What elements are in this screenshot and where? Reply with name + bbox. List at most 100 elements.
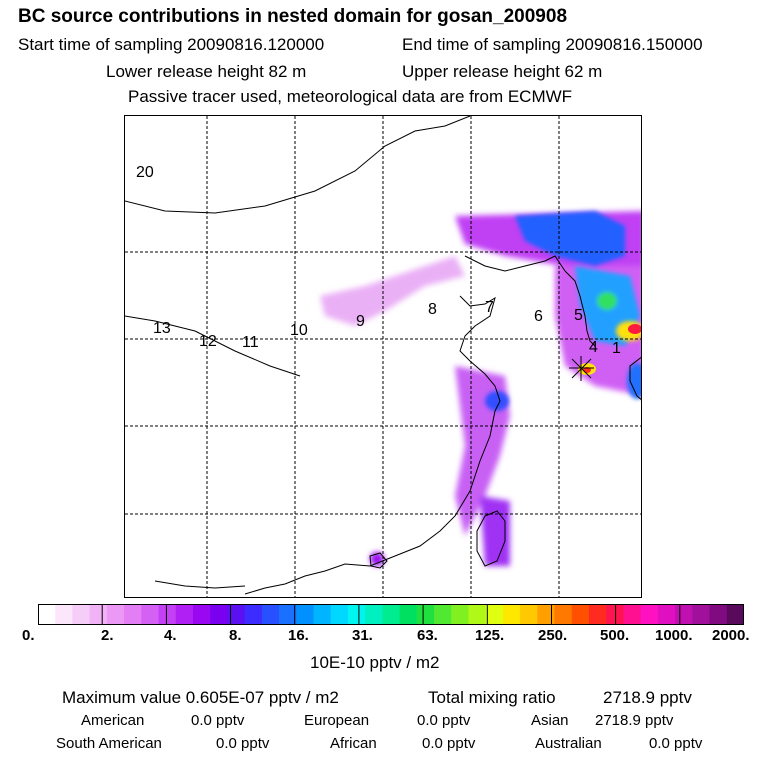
- colorbar-cell: [124, 604, 142, 625]
- colorbar-cell: [313, 604, 332, 625]
- map-panel: 20 13 12 11 10 9 8 7 6 5 4 1: [124, 115, 642, 598]
- australian-value: 0.0 pptv: [649, 735, 703, 752]
- colorbar-cell: [261, 604, 280, 625]
- colorbar-cell: [468, 604, 487, 625]
- colorbar-cell: [434, 604, 452, 625]
- colorbar-cell: [589, 604, 607, 625]
- coast-japan: [629, 356, 641, 400]
- coast-korea: [564, 270, 596, 347]
- upper-release-height: Upper release height 62 m: [402, 62, 603, 81]
- australian-label: Australian: [535, 735, 602, 752]
- asian-label: Asian: [531, 712, 569, 729]
- end-time-label: End time of sampling 20090816.150000: [402, 35, 703, 54]
- colorbar-cell: [192, 604, 211, 625]
- colorbar-cell: [55, 604, 74, 625]
- south-american-label: South American: [56, 735, 162, 752]
- colorbar-cells: [38, 604, 744, 625]
- american-label: American: [81, 712, 145, 729]
- colorbar-cell: [38, 604, 56, 625]
- total-mixing-ratio-label: Total mixing ratio: [428, 688, 556, 707]
- colorbar-cell: [330, 604, 349, 625]
- plume-shanghai: [485, 391, 509, 411]
- border-inland: [154, 580, 246, 589]
- region-label: 7: [485, 299, 494, 316]
- colorbar-cell: [675, 604, 693, 625]
- south-american-value: 0.0 pptv: [216, 735, 270, 752]
- grid-lines: [125, 116, 641, 597]
- plume-west-arm: [320, 256, 465, 326]
- region-label: 5: [574, 307, 583, 324]
- colorbar-tick: 125.: [475, 627, 505, 644]
- colorbar-tick: 4.: [164, 627, 177, 644]
- colorbar-tick: 16.: [288, 627, 309, 644]
- colorbar-tick: 0.: [22, 627, 35, 644]
- colorbar-cell: [537, 604, 556, 625]
- colorbar-cell: [89, 604, 108, 625]
- colorbar-cell: [106, 604, 125, 625]
- colorbar-cell: [72, 604, 91, 625]
- african-label: African: [330, 735, 377, 752]
- plume-green: [597, 292, 617, 310]
- colorbar-cell: [485, 604, 504, 625]
- coast-bohai: [464, 255, 566, 272]
- colorbar-cell: [520, 604, 538, 625]
- colorbar-cell: [399, 604, 418, 625]
- lower-release-height: Lower release height 82 m: [106, 62, 307, 81]
- region-label: 6: [534, 308, 543, 325]
- plot-title: BC source contributions in nested domain…: [18, 6, 568, 27]
- tracer-note: Passive tracer used, meteorological data…: [128, 87, 573, 106]
- colorbar-cell: [365, 604, 383, 625]
- european-value: 0.0 pptv: [417, 712, 471, 729]
- coast-taiwan: [476, 510, 506, 567]
- colorbar-tick: 2.: [101, 627, 114, 644]
- colorbar-cell: [416, 604, 435, 625]
- colorbar-cell: [451, 604, 470, 625]
- colorbar-cell: [296, 604, 315, 625]
- coast-shandong: [459, 295, 501, 412]
- colorbar-cell: [657, 604, 676, 625]
- region-label: 4: [589, 339, 598, 356]
- plume-japan-south: [627, 363, 641, 399]
- colorbar-cell: [623, 604, 642, 625]
- map-svg: 20 13 12 11 10 9 8 7 6 5 4 1: [125, 116, 641, 597]
- region-label: 10: [290, 322, 308, 339]
- colorbar-cell: [709, 604, 728, 625]
- colorbar: [38, 604, 744, 625]
- colorbar-dividers: [101, 604, 681, 625]
- region-label: 13: [153, 320, 171, 337]
- colorbar-units: 10E-10 pptv / m2: [310, 653, 440, 672]
- region-labels: 20 13 12 11 10 9 8 7 6 5 4 1: [136, 164, 621, 357]
- asian-value: 2718.9 pptv: [595, 712, 674, 729]
- colorbar-tick: 250.: [538, 627, 568, 644]
- start-time-label: Start time of sampling 20090816.120000: [18, 35, 325, 54]
- american-value: 0.0 pptv: [191, 712, 245, 729]
- region-label: 9: [356, 313, 365, 330]
- colorbar-cell: [502, 604, 521, 625]
- region-label: 12: [199, 333, 217, 350]
- colorbar-cell: [158, 604, 177, 625]
- region-label: 1: [612, 340, 621, 357]
- colorbar-cell: [640, 604, 659, 625]
- plume-hotspot-red: [628, 324, 641, 334]
- plume-south-dot: [370, 552, 384, 566]
- colorbar-tick: 500.: [600, 627, 630, 644]
- region-label: 8: [428, 301, 437, 318]
- coastlines: [125, 116, 641, 595]
- colorbar-cell: [175, 604, 194, 625]
- colorbar-cell: [554, 604, 573, 625]
- african-value: 0.0 pptv: [422, 735, 476, 752]
- region-label: 20: [136, 164, 154, 181]
- colorbar-tick: 1000.: [655, 627, 693, 644]
- coast-korea-border: [125, 315, 301, 377]
- region-label: 11: [242, 334, 259, 351]
- maximum-value: Maximum value 0.605E-07 pptv / m2: [62, 688, 339, 707]
- colorbar-cell: [347, 604, 366, 625]
- total-mixing-ratio-value: 2718.9 pptv: [603, 688, 692, 707]
- colorbar-tick: 31.: [352, 627, 373, 644]
- colorbar-frame: [38, 604, 744, 625]
- receptor-marker: [569, 356, 594, 381]
- coast-china-north: [125, 116, 471, 214]
- coast-china-south: [244, 410, 496, 595]
- colorbar-cell: [141, 604, 160, 625]
- colorbar-tick: 8.: [229, 627, 242, 644]
